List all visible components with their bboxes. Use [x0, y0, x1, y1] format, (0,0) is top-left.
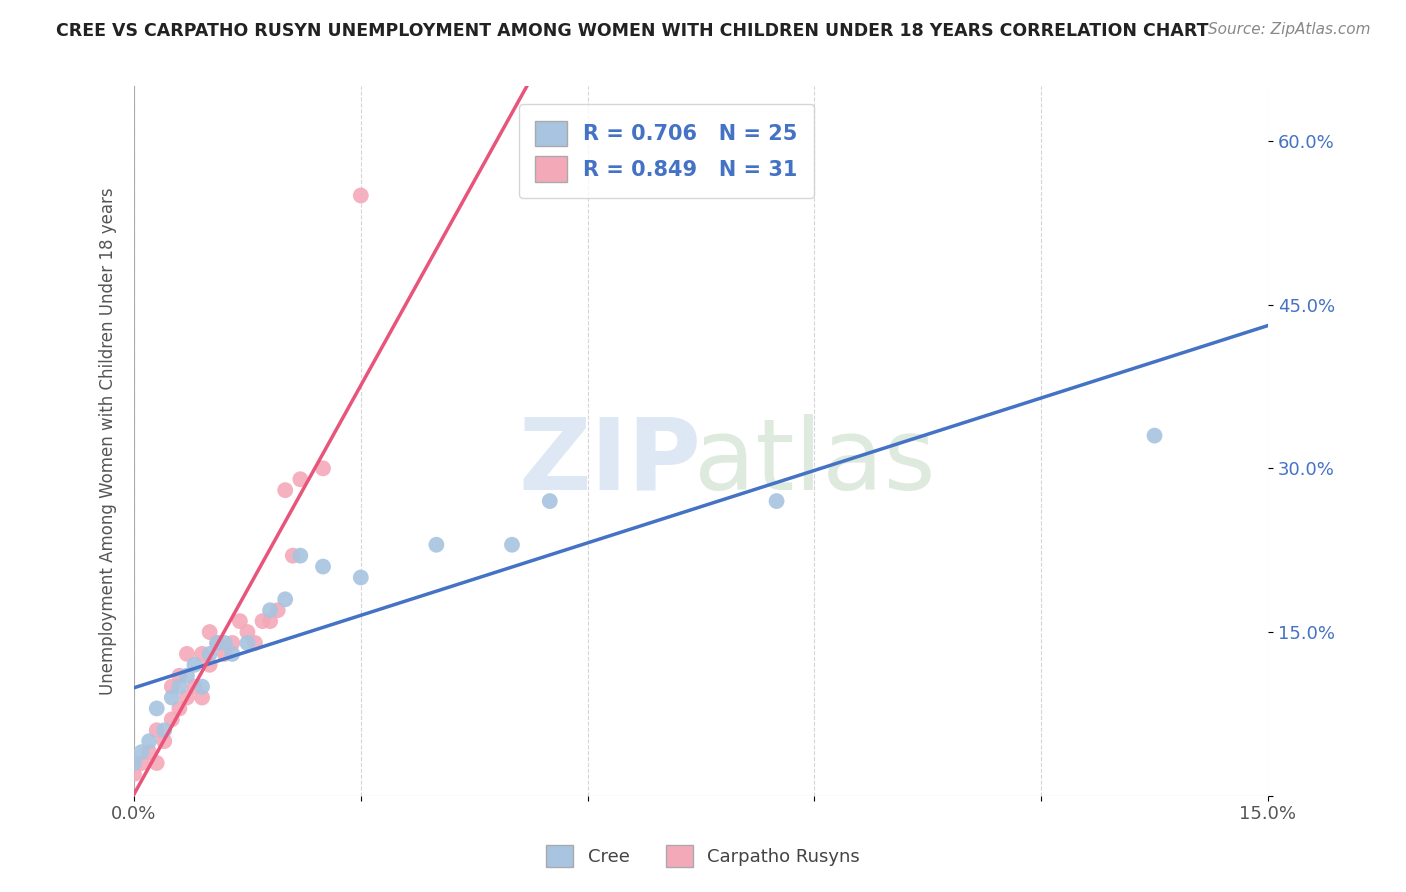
Point	[191, 680, 214, 694]
Point	[145, 701, 167, 715]
Text: CREE VS CARPATHO RUSYN UNEMPLOYMENT AMONG WOMEN WITH CHILDREN UNDER 18 YEARS COR: CREE VS CARPATHO RUSYN UNEMPLOYMENT AMON…	[56, 22, 1209, 40]
Point	[236, 636, 259, 650]
Point	[243, 636, 266, 650]
Point	[160, 712, 183, 726]
Point	[198, 625, 221, 640]
Point	[176, 690, 198, 705]
Legend: Cree, Carpatho Rusyns: Cree, Carpatho Rusyns	[538, 838, 868, 874]
Point	[198, 657, 221, 672]
Point	[205, 636, 228, 650]
Point	[221, 647, 243, 661]
Point	[183, 657, 205, 672]
Point	[252, 614, 274, 628]
Point	[501, 538, 523, 552]
Point	[183, 680, 205, 694]
Point	[214, 636, 236, 650]
Point	[145, 723, 167, 738]
Point	[169, 701, 191, 715]
Point	[138, 745, 160, 759]
Point	[259, 603, 281, 617]
Point	[290, 472, 312, 486]
Point	[1143, 428, 1166, 442]
Point	[312, 461, 335, 475]
Text: Source: ZipAtlas.com: Source: ZipAtlas.com	[1208, 22, 1371, 37]
Point	[131, 756, 153, 770]
Point	[153, 734, 176, 748]
Point	[350, 570, 373, 584]
Text: atlas: atlas	[693, 414, 935, 511]
Point	[160, 690, 183, 705]
Text: ZIP: ZIP	[519, 414, 702, 511]
Point	[281, 549, 304, 563]
Point	[153, 723, 176, 738]
Point	[425, 538, 447, 552]
Point	[236, 625, 259, 640]
Point	[274, 592, 297, 607]
Point	[312, 559, 335, 574]
Point	[145, 756, 167, 770]
Point	[122, 767, 145, 781]
Point	[290, 549, 312, 563]
Point	[259, 614, 281, 628]
Point	[229, 614, 252, 628]
Point	[765, 494, 787, 508]
Point	[122, 756, 145, 770]
Legend: R = 0.706   N = 25, R = 0.849   N = 31: R = 0.706 N = 25, R = 0.849 N = 31	[519, 103, 814, 198]
Point	[138, 734, 160, 748]
Point	[214, 647, 236, 661]
Point	[169, 680, 191, 694]
Point	[160, 680, 183, 694]
Point	[198, 647, 221, 661]
Point	[205, 636, 228, 650]
Point	[274, 483, 297, 498]
Point	[191, 690, 214, 705]
Point	[131, 745, 153, 759]
Point	[221, 636, 243, 650]
Y-axis label: Unemployment Among Women with Children Under 18 years: Unemployment Among Women with Children U…	[100, 187, 117, 695]
Point	[191, 647, 214, 661]
Point	[176, 669, 198, 683]
Point	[169, 669, 191, 683]
Point	[266, 603, 288, 617]
Point	[538, 494, 561, 508]
Point	[176, 647, 198, 661]
Point	[350, 188, 373, 202]
